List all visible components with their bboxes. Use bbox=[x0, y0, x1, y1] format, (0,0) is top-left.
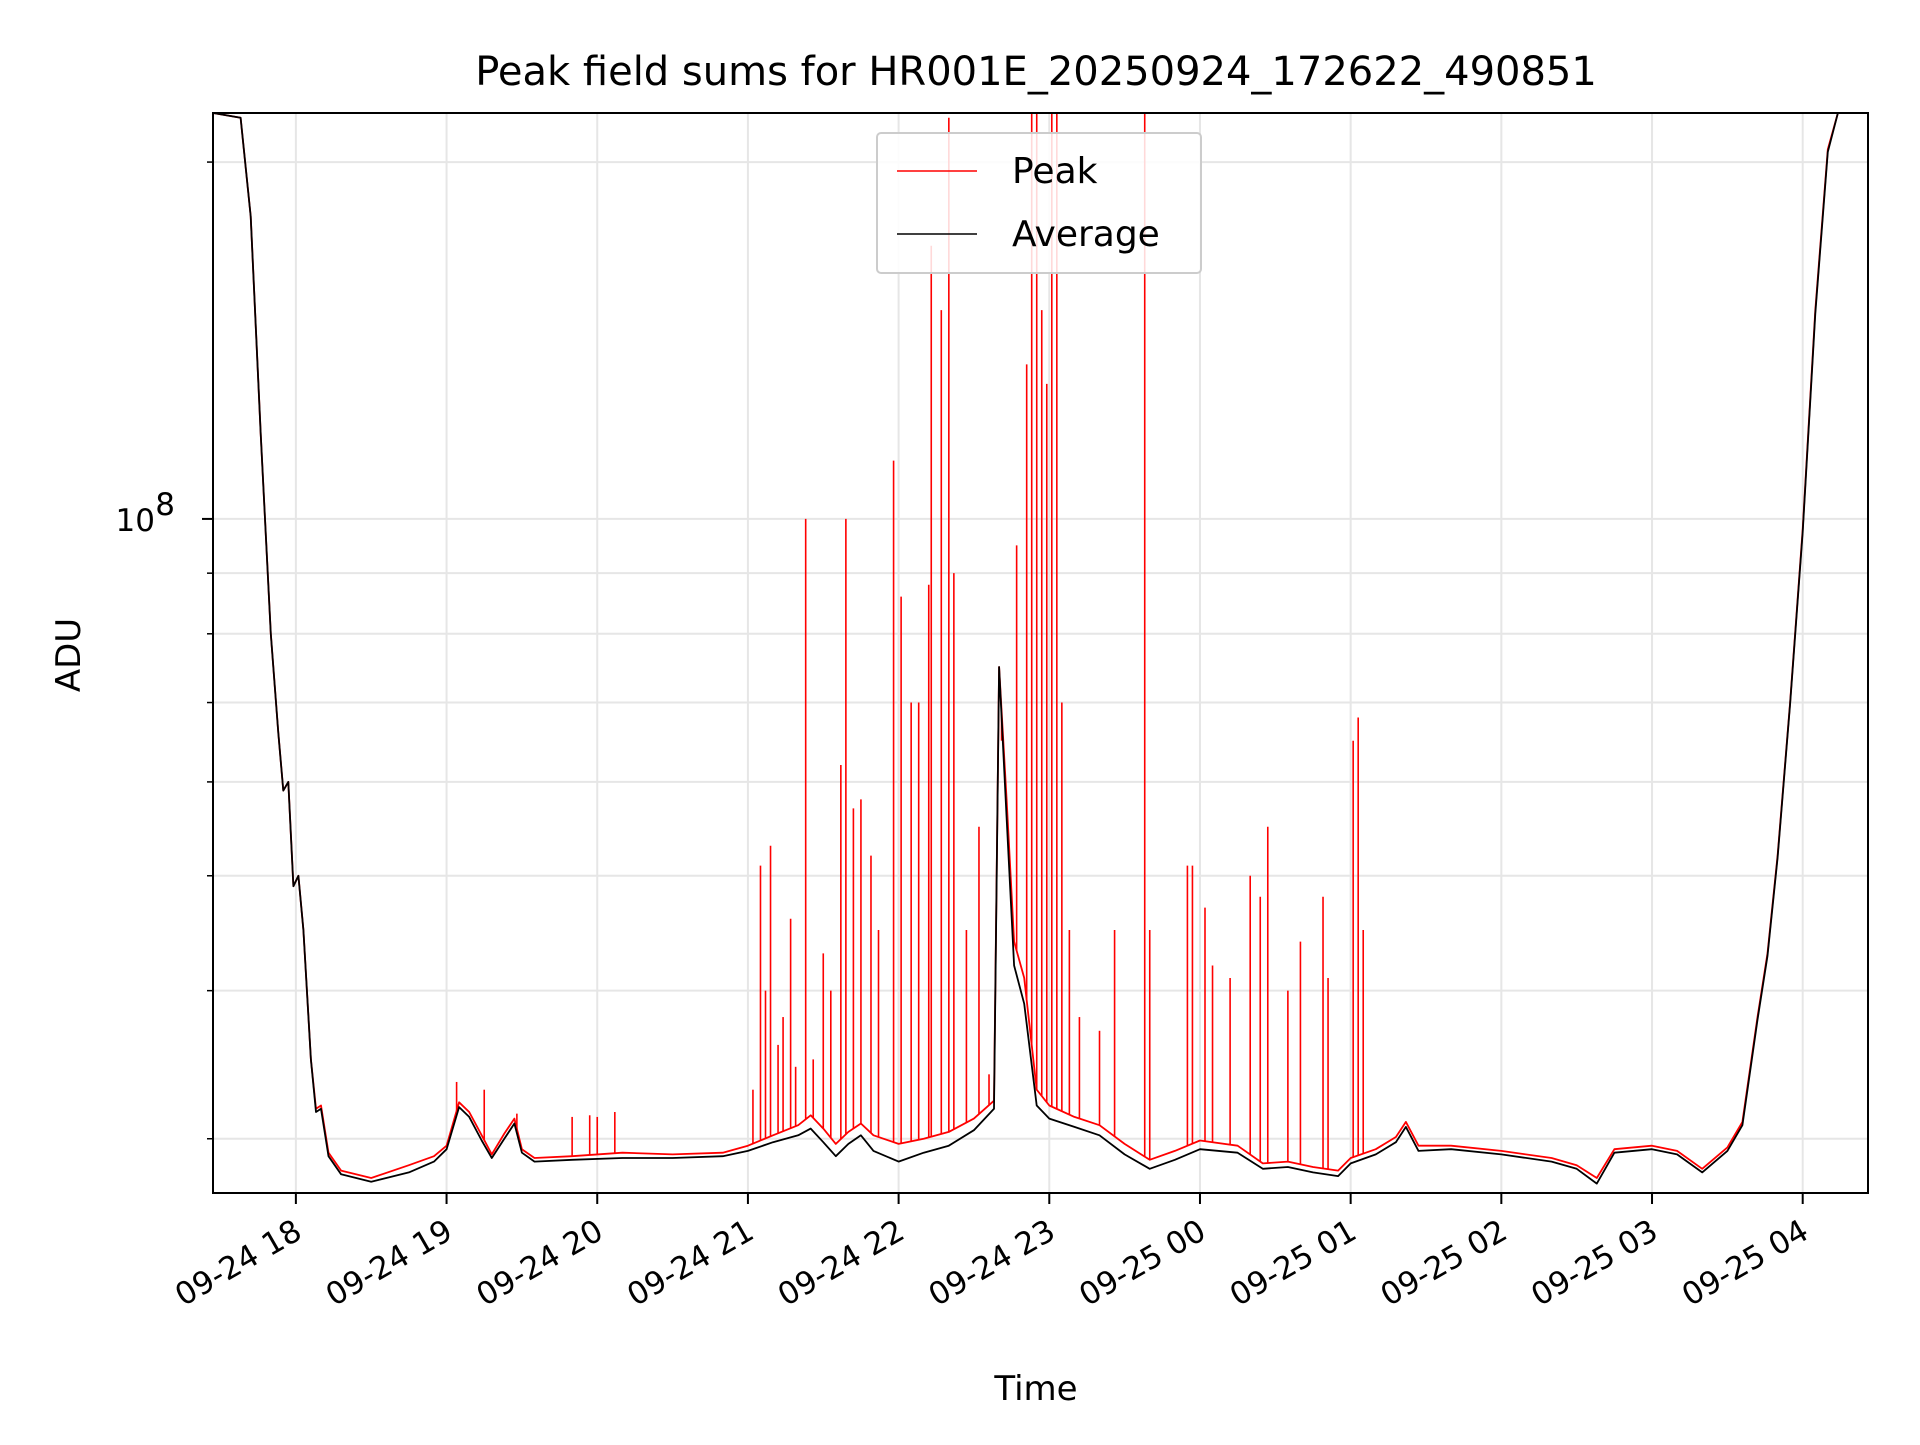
y-tick-label: 10 bbox=[116, 503, 155, 539]
series-line-average bbox=[213, 113, 1868, 1185]
plot-frame bbox=[212, 112, 1869, 1194]
legend-label-average: Average bbox=[1012, 214, 1160, 255]
y-axis-label: ADU bbox=[49, 618, 89, 692]
grid-lines bbox=[213, 113, 1868, 1193]
x-axis-label: Time bbox=[993, 1369, 1077, 1409]
chart-title: Peak field sums for HR001E_20250924_1726… bbox=[475, 49, 1597, 95]
plot-area bbox=[213, 113, 1868, 1185]
series-peak bbox=[213, 113, 1868, 1179]
legend: Peak Average bbox=[876, 132, 1202, 274]
y-tick-exponent: 8 bbox=[155, 487, 175, 523]
series-average bbox=[213, 113, 1868, 1185]
series-line-peak bbox=[213, 113, 1868, 1179]
legend-box bbox=[876, 132, 1202, 274]
legend-label-peak: Peak bbox=[1012, 151, 1098, 192]
